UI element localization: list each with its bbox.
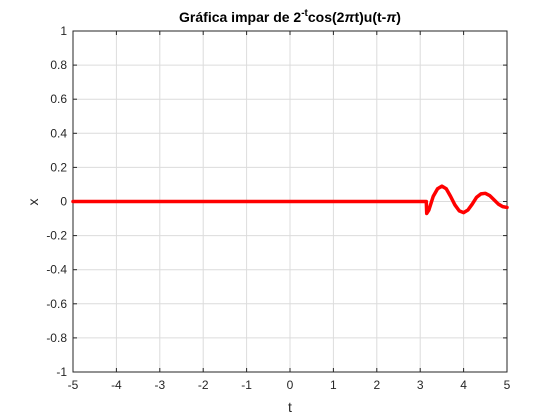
y-tick-label: -0.4 (46, 263, 67, 277)
y-tick-label: 0.8 (50, 58, 67, 72)
y-tick-label: -1 (56, 365, 67, 379)
x-tick-label: 5 (504, 378, 511, 392)
x-tick-label: 0 (287, 378, 294, 392)
x-tick-label: -4 (111, 378, 122, 392)
y-tick-label: 0.2 (50, 160, 67, 174)
y-tick-label: 0.6 (50, 92, 67, 106)
x-tick-label: 1 (330, 378, 337, 392)
y-tick-label: -0.6 (46, 297, 67, 311)
x-tick-label: 2 (373, 378, 380, 392)
ticks: -5 -4 -3 -2 -1 0 1 2 3 4 5 -1 -0.8 -0.6 -0.4 -0.2 0 0.2 0.… (46, 24, 510, 392)
x-axis-label: t (288, 399, 292, 415)
y-tick-label: 0 (60, 195, 67, 209)
x-tick-label: 3 (417, 378, 424, 392)
chart-title: Gráfica impar de 2-tcos(2πt)u(t-π) (179, 8, 401, 25)
y-tick-label: -0.2 (46, 229, 67, 243)
x-tick-label: -3 (154, 378, 165, 392)
series-line (71, 184, 509, 216)
x-tick-label: -2 (198, 378, 209, 392)
x-tick-label: -1 (241, 378, 252, 392)
x-tick-label: 4 (460, 378, 467, 392)
y-axis-label: x (25, 199, 41, 206)
x-tick-label: -5 (68, 378, 79, 392)
y-tick-label: 1 (60, 24, 67, 38)
y-tick-label: 0.4 (50, 126, 67, 140)
series-group (71, 184, 509, 216)
y-tick-label: -0.8 (46, 331, 67, 345)
